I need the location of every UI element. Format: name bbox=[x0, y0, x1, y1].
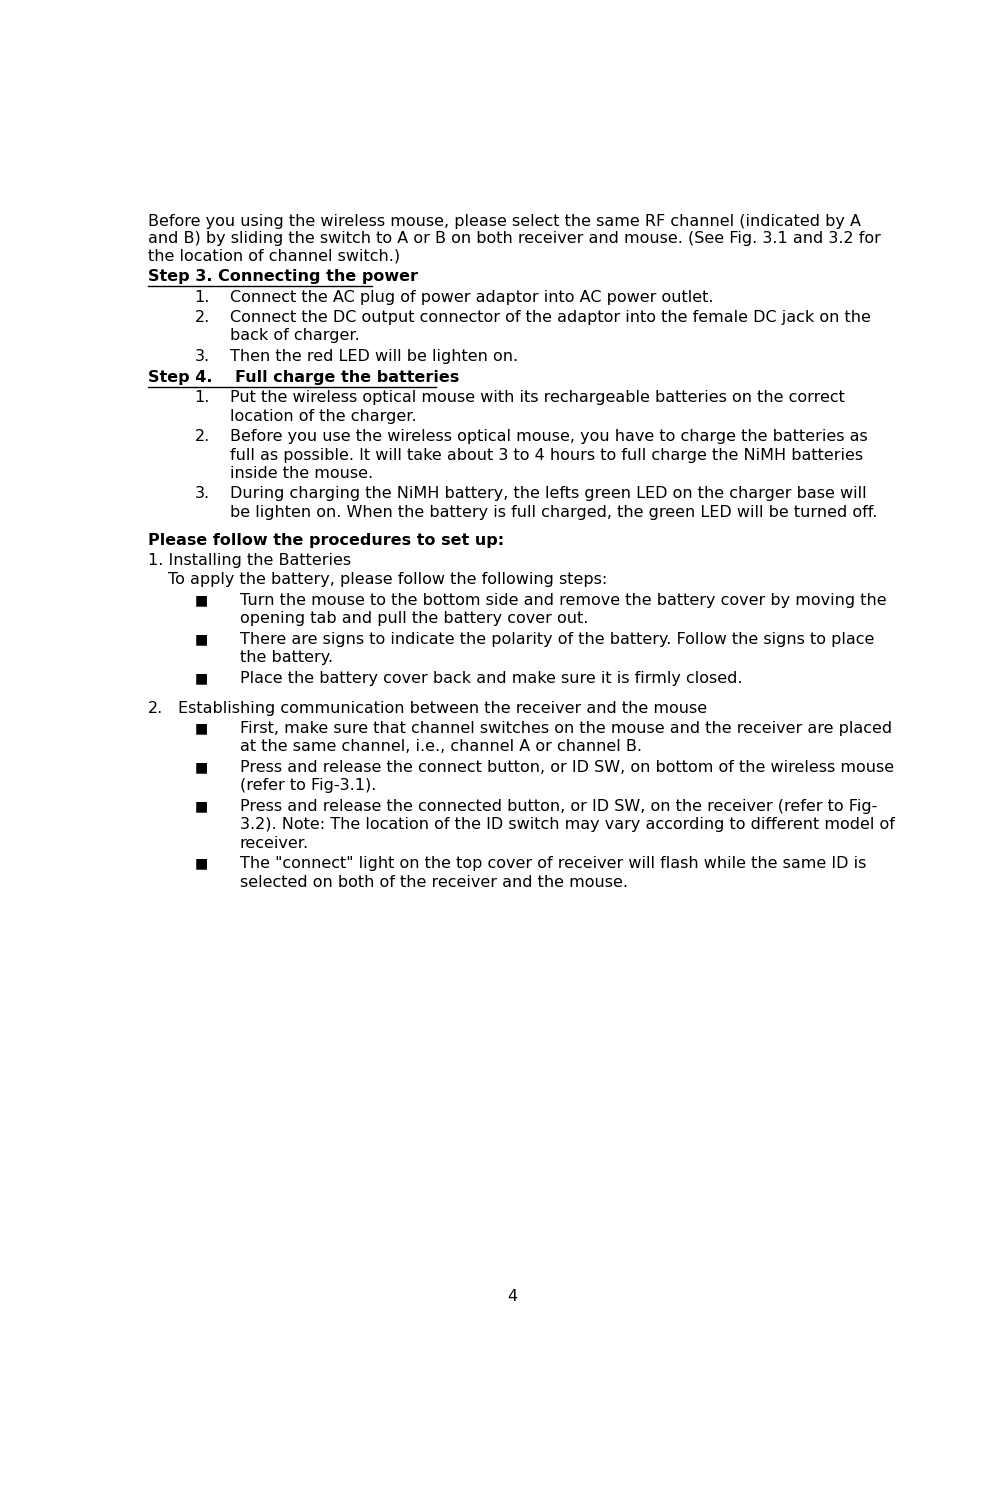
Text: back of charger.: back of charger. bbox=[230, 329, 359, 343]
Text: Before you use the wireless optical mouse, you have to charge the batteries as: Before you use the wireless optical mous… bbox=[230, 430, 868, 445]
Text: 2.: 2. bbox=[148, 700, 164, 715]
Text: 1.: 1. bbox=[195, 290, 210, 305]
Text: Press and release the connected button, or ID SW, on the receiver (refer to Fig-: Press and release the connected button, … bbox=[240, 799, 877, 813]
Text: To apply the battery, please follow the following steps:: To apply the battery, please follow the … bbox=[168, 572, 607, 587]
Text: opening tab and pull the battery cover out.: opening tab and pull the battery cover o… bbox=[240, 611, 588, 626]
Text: (refer to Fig-3.1).: (refer to Fig-3.1). bbox=[240, 778, 376, 794]
Text: First, make sure that channel switches on the mouse and the receiver are placed: First, make sure that channel switches o… bbox=[240, 721, 892, 736]
Text: During charging the NiMH battery, the lefts green LED on the charger base will: During charging the NiMH battery, the le… bbox=[230, 486, 867, 501]
Text: 1. Installing the Batteries: 1. Installing the Batteries bbox=[148, 553, 351, 568]
Text: 2.: 2. bbox=[195, 430, 210, 445]
Text: ■: ■ bbox=[195, 721, 208, 735]
Text: ■: ■ bbox=[195, 593, 208, 607]
Text: ■: ■ bbox=[195, 760, 208, 775]
Text: There are signs to indicate the polarity of the battery. Follow the signs to pla: There are signs to indicate the polarity… bbox=[240, 632, 874, 647]
Text: 3.: 3. bbox=[195, 486, 210, 501]
Text: Before you using the wireless mouse, please select the same RF channel (indicate: Before you using the wireless mouse, ple… bbox=[148, 214, 861, 229]
Text: selected on both of the receiver and the mouse.: selected on both of the receiver and the… bbox=[240, 874, 628, 889]
Text: full as possible. It will take about 3 to 4 hours to full charge the NiMH batter: full as possible. It will take about 3 t… bbox=[230, 448, 863, 462]
Text: Connect the DC output connector of the adaptor into the female DC jack on the: Connect the DC output connector of the a… bbox=[230, 311, 871, 326]
Text: ■: ■ bbox=[195, 799, 208, 813]
Text: Connect the AC plug of power adaptor into AC power outlet.: Connect the AC plug of power adaptor int… bbox=[230, 290, 714, 305]
Text: Place the battery cover back and make sure it is firmly closed.: Place the battery cover back and make su… bbox=[240, 671, 742, 686]
Text: 4: 4 bbox=[507, 1289, 518, 1304]
Text: 2.: 2. bbox=[195, 311, 210, 326]
Text: 3.2). Note: The location of the ID switch may vary according to different model : 3.2). Note: The location of the ID switc… bbox=[240, 818, 895, 833]
Text: ■: ■ bbox=[195, 857, 208, 870]
Text: 1.: 1. bbox=[195, 390, 210, 406]
Text: the location of channel switch.): the location of channel switch.) bbox=[148, 248, 400, 263]
Text: Turn the mouse to the bottom side and remove the battery cover by moving the: Turn the mouse to the bottom side and re… bbox=[240, 593, 886, 608]
Text: inside the mouse.: inside the mouse. bbox=[230, 465, 373, 480]
Text: Put the wireless optical mouse with its rechargeable batteries on the correct: Put the wireless optical mouse with its … bbox=[230, 390, 845, 406]
Text: Step 4.    Full charge the batteries: Step 4. Full charge the batteries bbox=[148, 370, 460, 385]
Text: Press and release the connect button, or ID SW, on bottom of the wireless mouse: Press and release the connect button, or… bbox=[240, 760, 894, 775]
Text: Please follow the procedures to set up:: Please follow the procedures to set up: bbox=[148, 534, 504, 549]
Text: be lighten on. When the battery is full charged, the green LED will be turned of: be lighten on. When the battery is full … bbox=[230, 504, 877, 520]
Text: the battery.: the battery. bbox=[240, 650, 333, 665]
Text: ■: ■ bbox=[195, 671, 208, 686]
Text: Then the red LED will be lighten on.: Then the red LED will be lighten on. bbox=[230, 349, 519, 364]
Text: Establishing communication between the receiver and the mouse: Establishing communication between the r… bbox=[178, 700, 707, 715]
Text: receiver.: receiver. bbox=[240, 836, 309, 851]
Text: The "connect" light on the top cover of receiver will flash while the same ID is: The "connect" light on the top cover of … bbox=[240, 857, 866, 871]
Text: ■: ■ bbox=[195, 632, 208, 645]
Text: location of the charger.: location of the charger. bbox=[230, 409, 416, 424]
Text: 3.: 3. bbox=[195, 349, 210, 364]
Text: and B) by sliding the switch to A or B on both receiver and mouse. (See Fig. 3.1: and B) by sliding the switch to A or B o… bbox=[148, 230, 881, 247]
Text: Step 3. Connecting the power: Step 3. Connecting the power bbox=[148, 269, 418, 284]
Text: at the same channel, i.e., channel A or channel B.: at the same channel, i.e., channel A or … bbox=[240, 739, 642, 754]
